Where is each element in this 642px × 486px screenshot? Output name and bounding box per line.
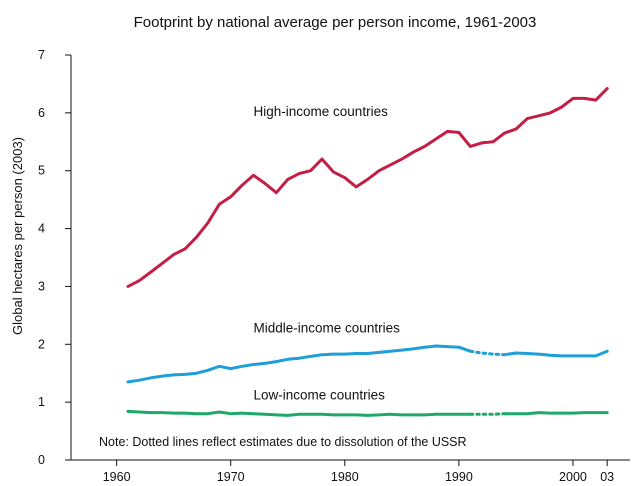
x-tick-label: 1970 bbox=[217, 470, 245, 484]
series-line-high-income bbox=[126, 87, 609, 288]
series-label: High-income countries bbox=[254, 104, 389, 119]
chart-title: Footprint by national average per person… bbox=[134, 14, 537, 31]
x-tick-label: 03 bbox=[600, 470, 614, 484]
series-line-middle-income-estimate bbox=[468, 349, 506, 357]
y-tick-label: 5 bbox=[38, 164, 45, 178]
series-line-low-income bbox=[126, 409, 472, 417]
x-tick-label: 1980 bbox=[331, 470, 359, 484]
y-tick-label: 3 bbox=[38, 279, 45, 293]
y-axis-label: Global hectares per person (2003) bbox=[10, 137, 25, 335]
series-line-middle-income bbox=[126, 344, 472, 384]
y-tick-label: 6 bbox=[38, 106, 45, 120]
series-label: Middle-income countries bbox=[254, 321, 401, 336]
axes bbox=[70, 55, 630, 461]
series-line-middle-income-recent bbox=[503, 349, 609, 358]
series-labels: High-income countries Middle-income count… bbox=[254, 104, 401, 403]
x-axis-ticks: 1960 1970 1980 1990 2000 03 bbox=[103, 460, 614, 484]
y-tick-label: 0 bbox=[38, 453, 45, 467]
y-tick-label: 2 bbox=[38, 337, 45, 351]
x-tick-label: 1960 bbox=[103, 470, 131, 484]
series-label: Low-income countries bbox=[254, 387, 386, 402]
series-line-low-income-estimate bbox=[468, 412, 506, 416]
y-tick-label: 1 bbox=[38, 395, 45, 409]
y-tick-label: 7 bbox=[38, 48, 45, 62]
chart-note: Note: Dotted lines reflect estimates due… bbox=[99, 435, 467, 449]
y-axis-ticks: 0 1 2 3 4 5 6 7 bbox=[38, 48, 71, 467]
x-tick-label: 1990 bbox=[445, 470, 473, 484]
x-tick-label: 2000 bbox=[559, 470, 587, 484]
series-lines bbox=[126, 87, 609, 417]
y-tick-label: 4 bbox=[38, 222, 45, 236]
series-line-low-income-recent bbox=[503, 411, 609, 416]
